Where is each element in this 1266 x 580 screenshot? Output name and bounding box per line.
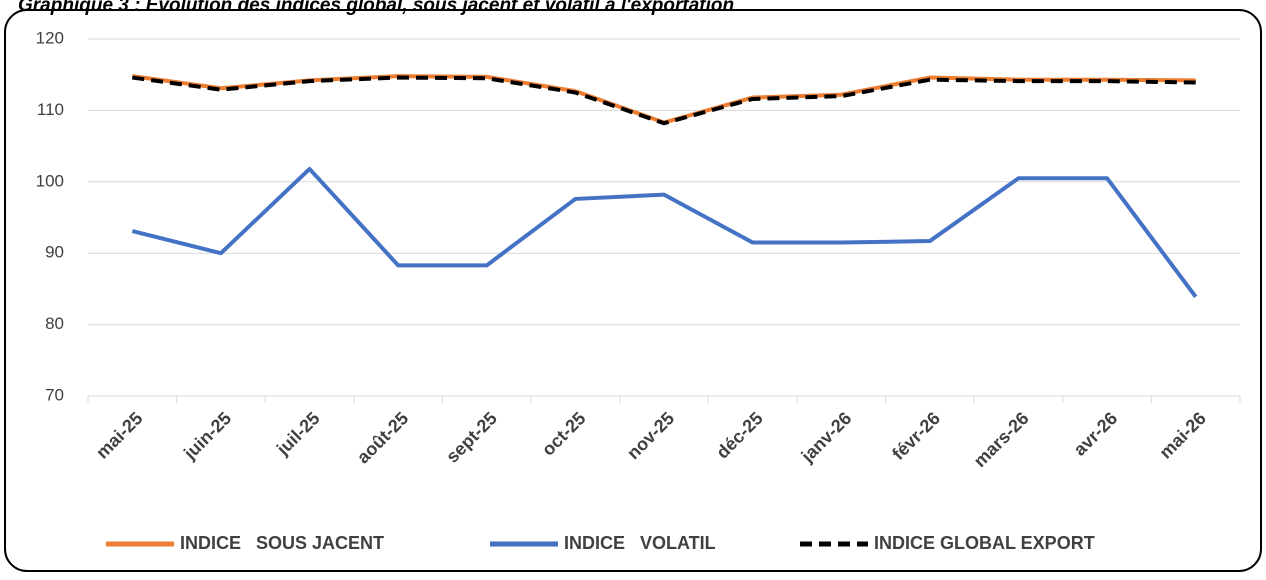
y-tick-label: 120 bbox=[36, 28, 64, 47]
series-line bbox=[132, 75, 1196, 126]
chart-frame bbox=[4, 9, 1262, 572]
y-tick-label: 70 bbox=[45, 385, 64, 404]
y-tick-label: 80 bbox=[45, 314, 64, 333]
chart-title: Graphique 3 : Evolution des indices glob… bbox=[18, 0, 734, 16]
y-tick-label: 90 bbox=[45, 243, 64, 262]
legend-label: INDICE VOLATIL bbox=[564, 533, 716, 553]
legend-label: INDICE SOUS JACENT bbox=[180, 533, 384, 553]
y-tick-label: 100 bbox=[36, 171, 64, 190]
legend-label: INDICE GLOBAL EXPORT bbox=[874, 533, 1095, 553]
y-tick-label: 110 bbox=[37, 100, 64, 119]
series-line bbox=[131, 166, 1198, 298]
